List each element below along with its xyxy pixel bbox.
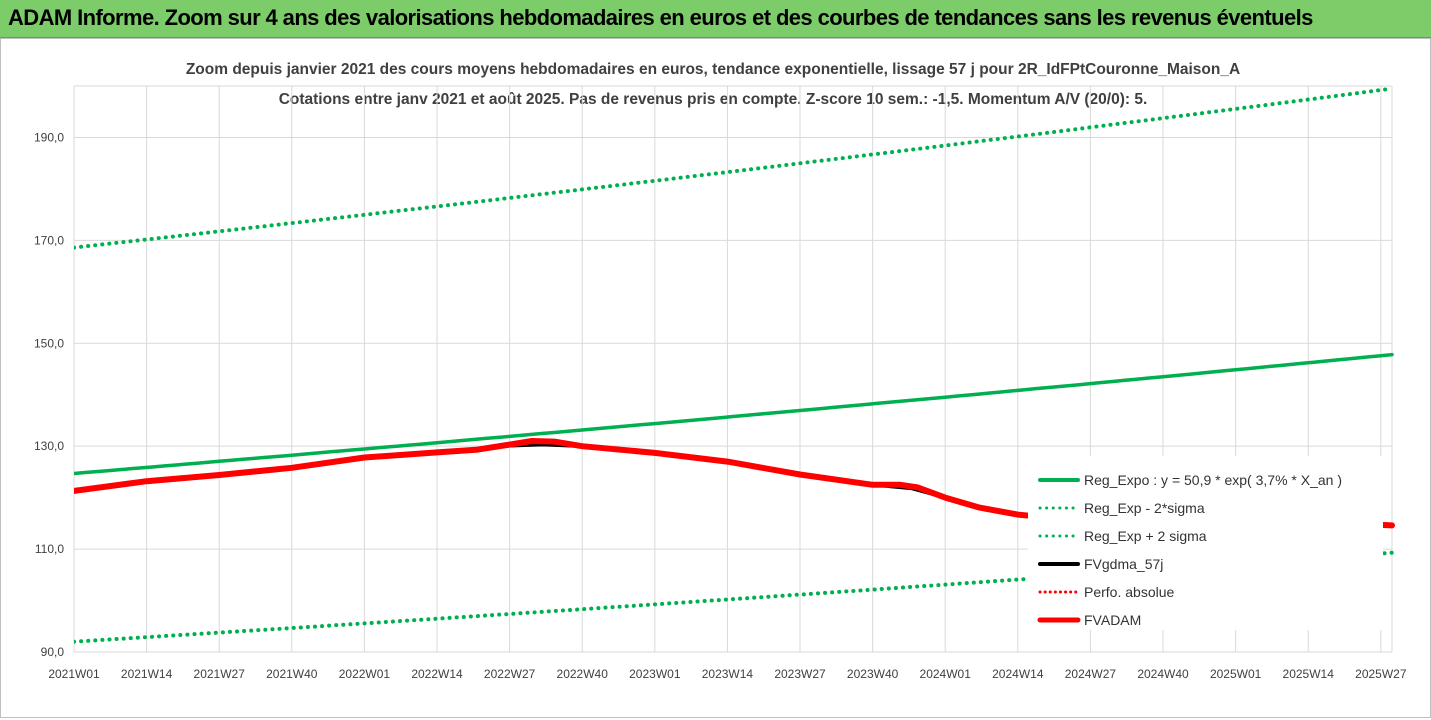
legend-label: Reg_Expo : y = 50,9 * exp( 3,7% * X_an ) <box>1084 472 1342 488</box>
legend-label: Reg_Exp + 2 sigma <box>1084 528 1207 544</box>
x-tick-label: 2022W40 <box>557 667 609 681</box>
series-line-0 <box>74 352 1394 476</box>
x-tick-label: 2024W27 <box>1065 667 1117 681</box>
y-axis-ticks: 90,0 110,0 130,0 150,0 170,0 190,0 <box>34 130 64 659</box>
x-tick-label: 2021W27 <box>194 667 246 681</box>
x-tick-label: 2022W01 <box>339 667 391 681</box>
x-tick-label: 2025W01 <box>1210 667 1262 681</box>
gridlines <box>73 85 1393 653</box>
legend-label: Perfo. absolue <box>1084 584 1174 600</box>
x-tick-label: 2021W01 <box>48 667 100 681</box>
chart-subtitle-line-2: Cotations entre janv 2021 et août 2025. … <box>279 91 1148 108</box>
x-tick-label: 2024W01 <box>920 667 972 681</box>
chart-subtitle-line-1: Zoom depuis janvier 2021 des cours moyen… <box>186 61 1240 78</box>
x-tick-label: 2024W14 <box>992 667 1044 681</box>
legend-label: Reg_Exp - 2*sigma <box>1084 500 1205 516</box>
x-tick-label: 2025W14 <box>1283 667 1335 681</box>
x-tick-label: 2023W14 <box>702 667 754 681</box>
legend-label: FVgdma_57j <box>1084 556 1163 572</box>
x-tick-label: 2021W14 <box>121 667 173 681</box>
page-title: ADAM Informe. Zoom sur 4 ans des valoris… <box>8 5 1313 30</box>
x-tick-label: 2023W01 <box>629 667 681 681</box>
x-tick-label: 2023W27 <box>774 667 826 681</box>
y-tick-label: 130,0 <box>34 439 64 453</box>
y-tick-label: 90,0 <box>41 645 65 659</box>
header-banner: ADAM Informe. Zoom sur 4 ans des valoris… <box>0 0 1431 38</box>
x-tick-label: 2024W40 <box>1137 667 1189 681</box>
x-tick-label: 2022W14 <box>411 667 463 681</box>
legend: Reg_Expo : y = 50,9 * exp( 3,7% * X_an )… <box>1028 456 1383 630</box>
series-line-2 <box>74 86 1394 250</box>
x-tick-label: 2021W40 <box>266 667 318 681</box>
legend-label: FVADAM <box>1084 612 1141 628</box>
x-tick-label: 2025W27 <box>1355 667 1407 681</box>
x-axis-ticks: 2021W01 2021W14 2021W27 2021W40 2022W01 2022W… <box>48 667 1407 681</box>
y-tick-label: 110,0 <box>35 542 64 556</box>
legend-background <box>1028 456 1383 630</box>
x-tick-label: 2022W27 <box>484 667 536 681</box>
y-tick-label: 170,0 <box>34 233 64 247</box>
y-tick-label: 190,0 <box>34 130 64 144</box>
x-tick-label: 2023W40 <box>847 667 899 681</box>
y-tick-label: 150,0 <box>34 336 64 350</box>
